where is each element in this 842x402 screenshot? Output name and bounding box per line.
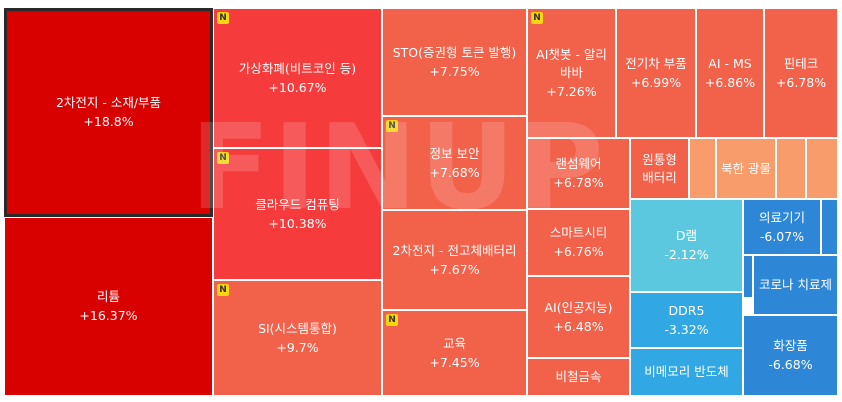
tile-label: 코로나 치료제	[759, 277, 832, 292]
tile-label: DDR5	[668, 302, 705, 318]
tile-스마트시티[interactable]: 스마트시티 +6.76%	[527, 209, 630, 276]
tile-unlabeled-19[interactable]	[689, 138, 716, 199]
tile-label: 정보 보안	[429, 145, 480, 161]
tile-label: D램	[675, 228, 698, 243]
new-badge: N	[386, 120, 398, 132]
tile-가상화폐비트코인-등[interactable]: N 가상화폐(비트코인 등) +10.67%	[213, 8, 382, 148]
new-badge: N	[217, 152, 229, 164]
tile-change-value: +16.37%	[79, 308, 138, 323]
tile-change-value: +6.78%	[553, 175, 604, 190]
tile-change-value: +18.8%	[83, 114, 134, 129]
tile-ai챗봇---알리바바[interactable]: N AI챗봇 - 알리바바 +7.26%	[527, 8, 616, 138]
tile-change-value: +6.78%	[775, 74, 827, 90]
tile-ddr5[interactable]: DDR5 -3.32%	[630, 292, 743, 348]
tile-change-value: +9.7%	[276, 339, 319, 355]
tile-비메모리-반도체[interactable]: 비메모리 반도체	[630, 348, 743, 396]
tile-원통형-배터리[interactable]: 원통형 배터리	[630, 138, 689, 199]
tile-change-value: -6.07%	[759, 228, 805, 244]
new-badge: N	[531, 12, 543, 24]
tile-label: 원통형 배터리	[642, 151, 677, 185]
tile-change-value: +6.99%	[630, 74, 682, 90]
tile-화장품[interactable]: 화장품 -6.68%	[743, 315, 838, 396]
tile-랜섬웨어[interactable]: 랜섬웨어 +6.78%	[527, 138, 630, 209]
new-badge: N	[386, 314, 398, 326]
tile-change-value: +7.45%	[429, 354, 480, 370]
new-badge: N	[217, 12, 229, 24]
tile-label: 북한 광물	[721, 160, 771, 176]
tile-비철금속[interactable]: 비철금속	[527, 358, 630, 396]
tile-label: 비철금속	[555, 369, 602, 384]
tile-label: SI(시스템통합)	[258, 320, 337, 336]
tile-unlabeled-25[interactable]	[821, 199, 838, 255]
tile-change-value: +7.67%	[429, 261, 480, 277]
tile-ai---ms[interactable]: AI - MS +6.86%	[696, 8, 764, 138]
tile-change-value: +10.67%	[268, 79, 327, 95]
tile-전기차-부품[interactable]: 전기차 부품 +6.99%	[616, 8, 696, 138]
tile-unlabeled-20[interactable]	[776, 138, 806, 199]
tile-클라우드-컴퓨팅[interactable]: N 클라우드 컴퓨팅 +10.38%	[213, 148, 382, 280]
tile-정보-보안[interactable]: N 정보 보안 +7.68%	[382, 116, 527, 210]
tile-label: STO(증권형 토큰 발행)	[392, 44, 517, 60]
tile-change-value: +10.38%	[268, 215, 327, 231]
tile-change-value: +6.48%	[553, 318, 604, 334]
tile-label: 리튬	[96, 289, 120, 304]
tile-label: AI(인공지능)	[544, 299, 613, 315]
tile-label: 랜섬웨어	[555, 156, 602, 171]
tile-label: 비메모리 반도체	[644, 364, 729, 379]
tile-change-value: +6.86%	[704, 74, 756, 90]
tile-label: 전기차 부품	[625, 55, 687, 71]
tile-unlabeled-filler[interactable]	[806, 138, 838, 199]
tile-ai인공지능[interactable]: AI(인공지능) +6.48%	[527, 276, 630, 358]
tile-change-value: +7.68%	[429, 164, 480, 180]
tile-label: 스마트시티	[549, 225, 608, 240]
tile-2차전지---전고체배터리[interactable]: 2차전지 - 전고체배터리 +7.67%	[382, 210, 527, 310]
tile-change-value: -6.68%	[768, 357, 813, 372]
tile-label: AI - MS	[708, 55, 752, 71]
tile-2차전지---소재부품[interactable]: 2차전지 - 소재/부품 +18.8%	[4, 8, 213, 217]
tile-label: AI챗봇 - 알리바바	[536, 46, 607, 80]
tile-change-value: +7.75%	[429, 63, 480, 79]
tile-label: 클라우드 컴퓨팅	[255, 196, 340, 212]
tile-label: 교육	[442, 335, 466, 351]
tile-교육[interactable]: N 교육 +7.45%	[382, 310, 527, 396]
new-badge: N	[217, 284, 229, 296]
tile-change-value: -3.32%	[664, 321, 709, 337]
tile-북한-광물[interactable]: 북한 광물	[716, 138, 776, 199]
tile-label: 의료기기	[758, 209, 805, 225]
tile-d램[interactable]: D램 -2.12%	[630, 199, 743, 292]
tile-change-value: +7.26%	[546, 83, 597, 99]
tile-change-value: -2.12%	[664, 247, 709, 262]
tile-unlabeled-26[interactable]	[743, 255, 753, 298]
tile-sto증권형-토큰-발행[interactable]: STO(증권형 토큰 발행) +7.75%	[382, 8, 527, 116]
tile-label: 2차전지 - 전고체배터리	[392, 242, 517, 258]
tile-코로나-치료제[interactable]: 코로나 치료제	[753, 255, 838, 315]
tile-label: 핀테크	[783, 55, 819, 71]
tile-핀테크[interactable]: 핀테크 +6.78%	[764, 8, 838, 138]
tile-label: 2차전지 - 소재/부품	[55, 95, 162, 110]
tile-리튬[interactable]: 리튬 +16.37%	[4, 217, 213, 396]
tile-change-value: +6.76%	[553, 244, 604, 259]
tile-si시스템통합[interactable]: N SI(시스템통합) +9.7%	[213, 280, 382, 396]
tile-label: 가상화폐(비트코인 등)	[238, 60, 357, 76]
tile-의료기기[interactable]: 의료기기 -6.07%	[743, 199, 821, 255]
tile-label: 화장품	[773, 338, 808, 353]
